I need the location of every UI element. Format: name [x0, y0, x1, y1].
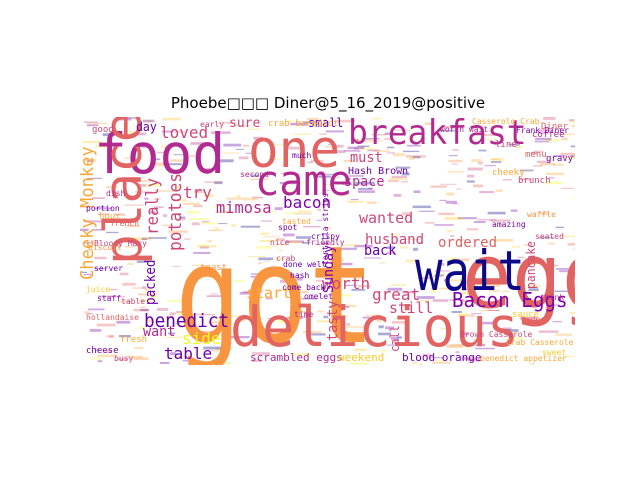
- cloud-word: tasted: [282, 217, 311, 226]
- cloud-word: omelet: [304, 292, 333, 301]
- cloud-word: hour: [99, 212, 121, 222]
- cloud-word: portion: [86, 204, 120, 213]
- cloud-word: start: [246, 284, 291, 302]
- cloud-word: crab: [276, 254, 295, 263]
- cloud-word: nice: [270, 238, 289, 247]
- cloud-word: fresh: [120, 335, 147, 345]
- cloud-word: ordered: [438, 235, 497, 251]
- cloud-word: menu: [525, 150, 547, 160]
- cloud-word: Bacon Eggs: [452, 289, 568, 312]
- cloud-word: tasty: [325, 301, 341, 341]
- cloud-word: really: [142, 178, 162, 235]
- cloud-word: benedict: [144, 310, 229, 332]
- cloud-word: spot: [278, 223, 297, 232]
- cloud-word: time: [294, 310, 313, 319]
- cloud-word: friendly: [306, 238, 345, 247]
- cloud-word: Hash Brown: [348, 166, 408, 177]
- cloud-word: sauce: [512, 310, 539, 320]
- cloud-word: want: [143, 324, 175, 340]
- cloud-word: good: [92, 125, 114, 135]
- cloud-word: Cheeky Monkey: [80, 146, 98, 280]
- cloud-word: Sunday: [321, 245, 337, 293]
- cloud-word: table: [121, 297, 145, 306]
- cloud-word: packed: [143, 260, 159, 305]
- cloud-word: husband: [365, 232, 424, 248]
- cloud-word: french: [110, 219, 139, 228]
- cloud-word: coffee: [532, 130, 565, 140]
- cloud-word: crab benedict: [268, 119, 338, 129]
- cloud-word: second: [240, 170, 269, 179]
- cloud-word: loved: [160, 123, 208, 142]
- cloud-word: done well: [283, 260, 327, 269]
- cloud-word: toast: [200, 263, 227, 273]
- cloud-word: scrambled eggs: [250, 351, 343, 364]
- cloud-word: got: [175, 217, 375, 365]
- cloud-word: call: [388, 325, 403, 352]
- cloud-word: mimosa: [216, 198, 271, 217]
- cloud-word: bacon: [283, 193, 331, 212]
- cloud-word: still: [389, 299, 433, 317]
- cloud-word: small: [308, 117, 343, 130]
- cloud-word: worth wait: [440, 125, 488, 134]
- cloud-word: server: [94, 264, 123, 273]
- cloud-word: order: [521, 315, 545, 324]
- cloud-word: back: [364, 243, 397, 259]
- cloud-word: early: [200, 120, 224, 129]
- cloud-word: waffle: [527, 210, 556, 219]
- cloud-word: worth: [322, 274, 370, 293]
- cloud-word: side: [182, 329, 221, 348]
- cloud-word: delicious: [230, 295, 519, 359]
- cloud-word: seated: [535, 232, 564, 241]
- cloud-word: biscuit: [88, 243, 122, 252]
- cloud-word: breakfast: [348, 117, 527, 152]
- cloud-word: think: [540, 293, 564, 302]
- cloud-word: Casserole Crab: [472, 117, 540, 126]
- cloud-word: Bloody Mary: [94, 239, 147, 248]
- cloud-word: egg: [462, 225, 575, 329]
- cloud-word: line: [495, 140, 517, 150]
- cloud-word: weekend: [338, 351, 384, 364]
- chart-title: Phoebe□□□ Diner@5_16_2019@positive: [170, 94, 486, 112]
- cloud-word: Crab Casserole: [506, 338, 574, 347]
- cloud-word: space: [344, 174, 384, 190]
- cloud-word: pancake: [524, 241, 538, 289]
- cloud-word: food: [94, 122, 225, 186]
- cloud-word: dish: [106, 189, 125, 198]
- cloud-word: potatoes: [165, 173, 186, 251]
- cloud-word: hollandaise: [86, 313, 139, 322]
- cloud-word: juice: [86, 285, 110, 294]
- cloud-word: cheeky: [492, 168, 525, 178]
- cloud-word: place: [94, 117, 155, 265]
- filler-texture: [80, 117, 575, 365]
- cloud-word: one: [248, 120, 340, 181]
- cloud-word: wanted: [359, 209, 413, 227]
- cloud-word: blood orange: [402, 351, 481, 364]
- cloud-word: day: [136, 120, 157, 134]
- cloud-word: brunch: [518, 176, 551, 186]
- cloud-word: amazing: [492, 220, 526, 229]
- cloud-word: Frank Diner: [516, 126, 569, 135]
- cloud-word: gravy: [546, 154, 574, 164]
- cloud-word: must: [350, 150, 383, 166]
- cloud-word: try: [183, 183, 212, 202]
- cloud-word: Diner: [541, 122, 569, 132]
- cloud-word: crispy: [311, 232, 340, 241]
- cloud-word: much: [292, 151, 311, 160]
- cloud-word: tortilla strips: [321, 193, 330, 265]
- cloud-word: Brown Casserole: [460, 330, 532, 339]
- cloud-word: sure: [229, 117, 260, 131]
- cloud-word: staff: [97, 294, 121, 303]
- cloud-word: came: [255, 156, 352, 205]
- cloud-word: busy: [114, 354, 133, 363]
- cloud-word: wait: [415, 239, 525, 303]
- cloud-word: come back: [282, 283, 326, 292]
- cloud-word: cheese: [86, 346, 119, 356]
- cloud-word: table: [164, 344, 212, 363]
- cloud-word: hash: [290, 271, 309, 280]
- cloud-word: benedict appetizer: [480, 354, 567, 363]
- cloud-word: great: [372, 285, 420, 304]
- cloud-word: sweet: [542, 348, 566, 357]
